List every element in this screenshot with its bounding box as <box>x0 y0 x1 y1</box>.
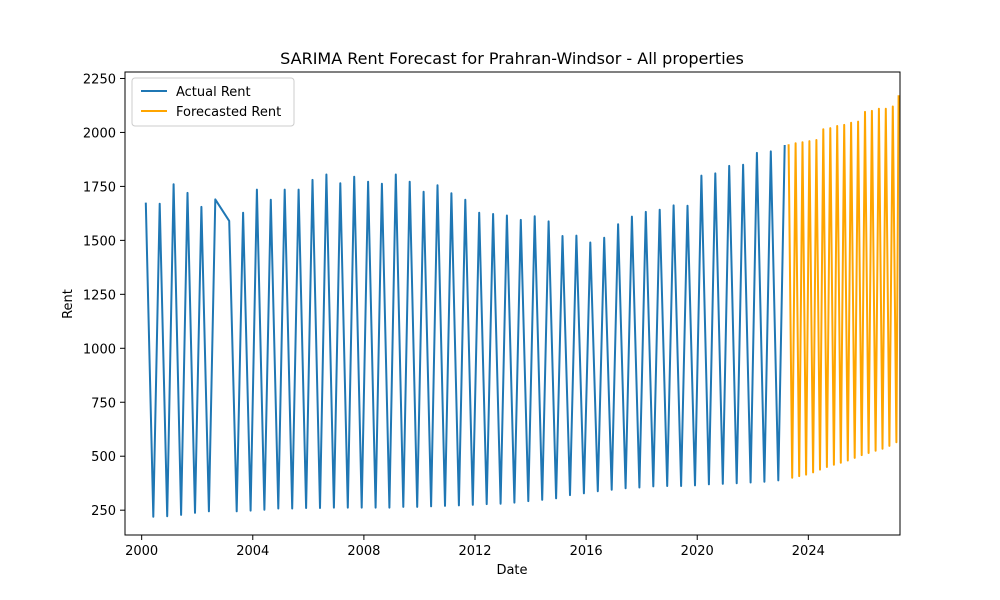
y-tick-label: 1500 <box>83 234 116 249</box>
y-tick-label: 1250 <box>83 288 116 303</box>
x-tick-label: 2012 <box>458 544 491 559</box>
x-tick-label: 2000 <box>125 544 158 559</box>
chart-title: SARIMA Rent Forecast for Prahran-Windsor… <box>280 49 744 68</box>
plot-frame <box>124 71 901 536</box>
x-tick-label: 2024 <box>792 544 825 559</box>
series-layer <box>144 95 900 518</box>
x-tick-label: 2008 <box>347 544 380 559</box>
y-tick-label: 500 <box>91 450 116 465</box>
x-axis: 2000 2004 2008 2012 2016 2020 2024 <box>125 535 825 559</box>
legend-box <box>131 77 295 127</box>
y-tick-label: 2250 <box>83 72 116 87</box>
legend-label-forecasted-rent: Forecasted Rent <box>176 105 281 120</box>
series-line-actual-rent <box>144 144 786 518</box>
series-line-forecasted-rent <box>787 95 900 479</box>
x-tick-label: 2020 <box>681 544 714 559</box>
legend: Actual Rent Forecasted Rent <box>131 77 295 127</box>
legend-label-actual-rent: Actual Rent <box>176 85 251 100</box>
y-tick-label: 1000 <box>83 342 116 357</box>
y-tick-label: 1750 <box>83 180 116 195</box>
y-tick-label: 750 <box>91 396 116 411</box>
y-axis: 250 500 750 1000 1250 1500 1750 2000 2250 <box>83 72 125 519</box>
x-tick-label: 2016 <box>570 544 603 559</box>
y-tick-label: 2000 <box>83 126 116 141</box>
x-tick-label: 2004 <box>236 544 269 559</box>
y-axis-label: Rent <box>61 289 76 319</box>
x-axis-label: Date <box>496 563 527 578</box>
y-tick-label: 250 <box>91 504 116 519</box>
plot-area <box>124 71 901 536</box>
